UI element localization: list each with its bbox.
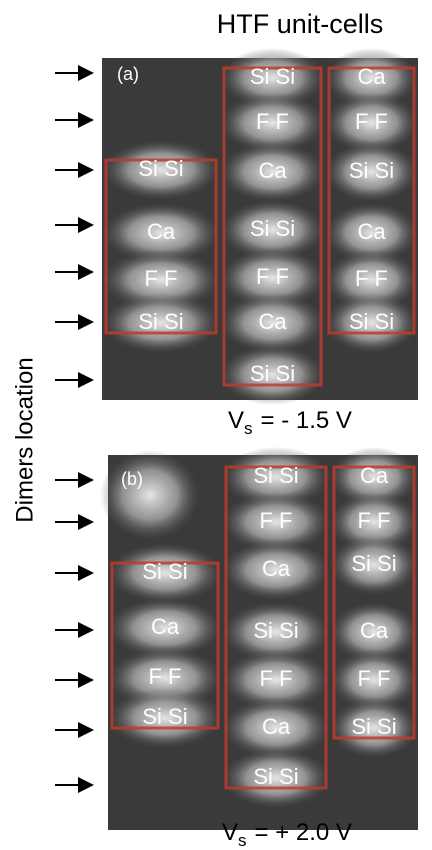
atom-label: F F <box>256 264 289 289</box>
atom-label: Si Si <box>142 559 187 584</box>
atom-label: F F <box>260 508 293 533</box>
atom-label: F F <box>149 664 182 689</box>
atom-label: Si Si <box>138 309 183 334</box>
atom-label: Ca <box>258 158 287 183</box>
atom-label: Si Si <box>253 764 298 789</box>
atom-label: Ca <box>360 463 389 488</box>
atom-label: Si Si <box>351 551 396 576</box>
atom-label: F F <box>355 266 388 291</box>
figure: HTF unit-cells Dimers location Si Si Ca F … <box>0 0 432 850</box>
atom-label: Ca <box>357 64 386 89</box>
atom-label: Si Si <box>349 158 394 183</box>
atom-label: Ca <box>262 556 291 581</box>
atom-label: F F <box>260 666 293 691</box>
atom-label: F F <box>355 109 388 134</box>
atom-label: Si Si <box>351 714 396 739</box>
atom-label: F F <box>358 508 391 533</box>
atom-blob <box>100 450 200 540</box>
caption-symbol: V <box>228 407 244 434</box>
atom-label: F F <box>358 666 391 691</box>
caption-subscript: s <box>244 419 253 438</box>
atom-label: Si Si <box>250 361 295 386</box>
atom-label: Ca <box>258 309 287 334</box>
atom-label: Ca <box>151 614 180 639</box>
atom-label: F F <box>256 109 289 134</box>
atom-label: Si Si <box>349 309 394 334</box>
atom-label: Ca <box>147 219 176 244</box>
atom-label: Ca <box>357 219 386 244</box>
atom-label: Si Si <box>138 156 183 181</box>
caption-rest: = - 1.5 V <box>261 407 352 434</box>
atom-label: Si Si <box>253 618 298 643</box>
caption-symbol: V <box>222 819 238 846</box>
caption-subscript: s <box>238 831 247 850</box>
atom-label: Si Si <box>250 64 295 89</box>
atom-label: Ca <box>262 714 291 739</box>
page: {"title": "HTF unit-cells", "y_label": "… <box>0 0 432 850</box>
atom-label: Si Si <box>142 704 187 729</box>
panel-label: (a) <box>117 64 139 84</box>
caption-rest: = + 2.0 V <box>255 819 352 846</box>
atom-label: Si Si <box>250 216 295 241</box>
voltage-caption: Vs = - 1.5 V <box>228 407 352 438</box>
panel-label: (b) <box>121 469 143 489</box>
figure-title: HTF unit-cells <box>217 9 384 39</box>
atom-label: Si Si <box>253 463 298 488</box>
atom-label: Ca <box>360 618 389 643</box>
y-label: Dimers location <box>11 357 38 522</box>
atom-label: F F <box>145 266 178 291</box>
